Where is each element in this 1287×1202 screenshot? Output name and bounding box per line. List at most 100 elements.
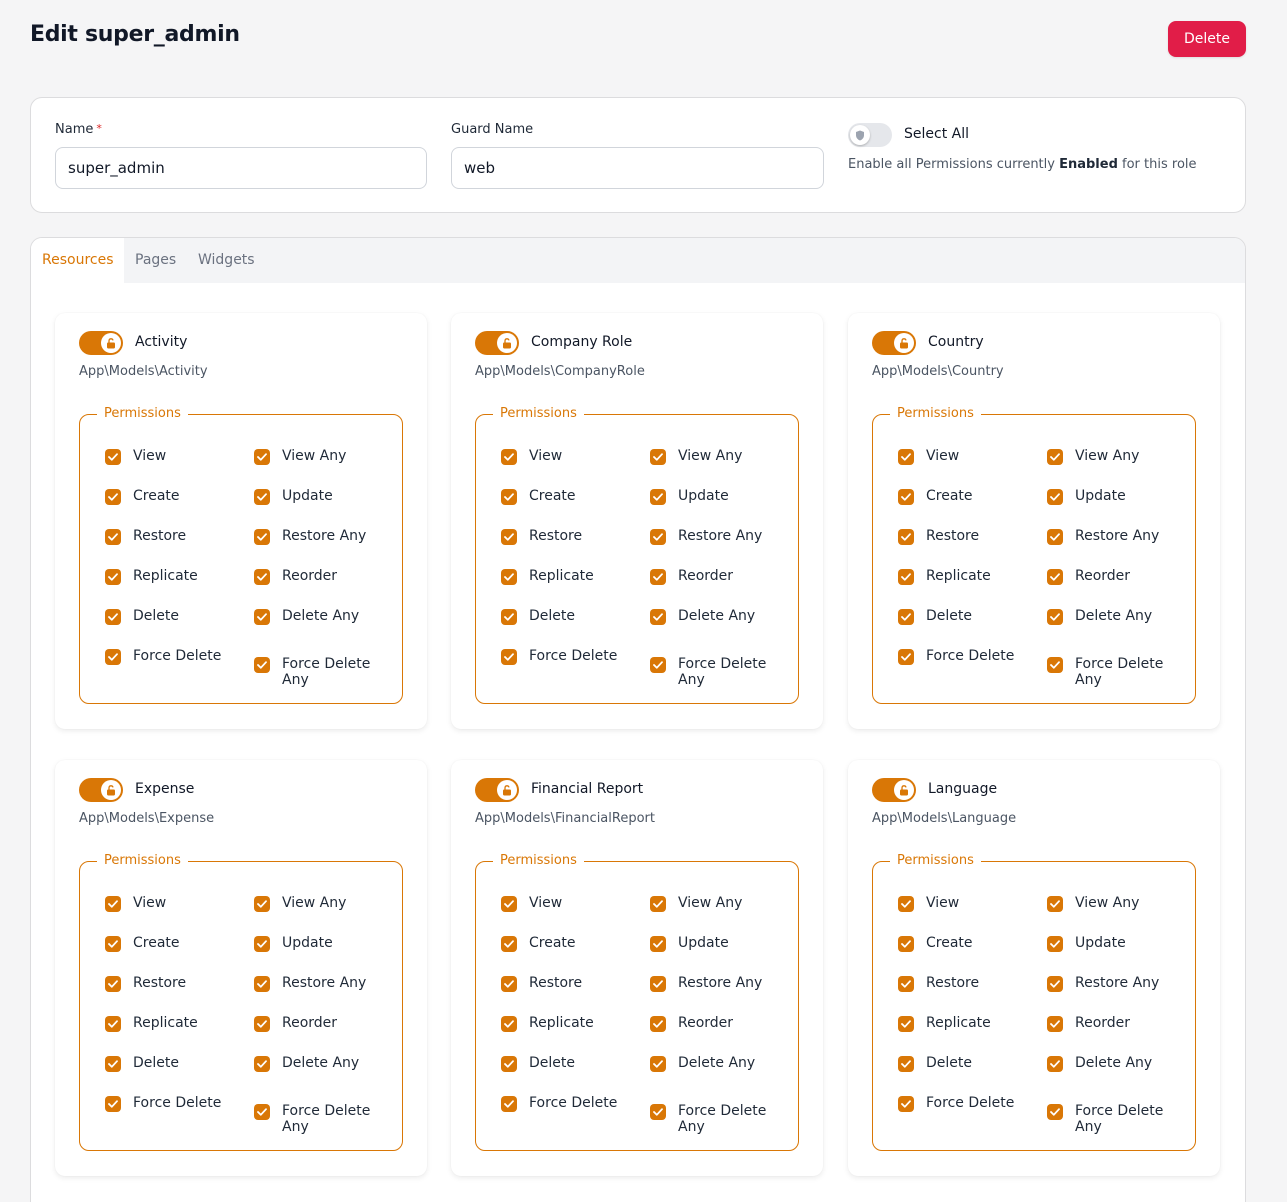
permission-checkbox[interactable]: Restore [501, 528, 639, 545]
permission-checkbox[interactable]: Create [898, 935, 1036, 952]
resource-toggle[interactable] [475, 331, 519, 355]
permission-checkbox[interactable]: Force Delete Any [254, 656, 392, 688]
permission-checkbox[interactable]: View Any [650, 448, 788, 465]
permission-checkbox[interactable]: Reorder [650, 1015, 788, 1032]
permission-checkbox[interactable]: Delete [105, 1055, 243, 1072]
permission-checkbox[interactable]: Delete [501, 608, 639, 625]
permission-checkbox[interactable]: Replicate [501, 568, 639, 585]
permission-checkbox[interactable]: Delete Any [1047, 1055, 1185, 1072]
permission-checkbox[interactable]: Restore Any [650, 528, 788, 545]
permission-label: Update [282, 488, 333, 504]
permission-checkbox[interactable]: Replicate [501, 1015, 639, 1032]
permission-checkbox[interactable]: Update [254, 935, 392, 952]
permission-checkbox[interactable]: Update [650, 488, 788, 505]
permission-checkbox[interactable]: View [898, 448, 1036, 465]
permission-checkbox[interactable]: View Any [254, 448, 392, 465]
permission-checkbox[interactable]: Restore [898, 975, 1036, 992]
permission-checkbox[interactable]: Reorder [1047, 568, 1185, 585]
permission-label: Delete [529, 1055, 575, 1071]
permission-checkbox[interactable]: Replicate [105, 568, 243, 585]
permission-checkbox[interactable]: Force Delete [105, 648, 243, 665]
permission-checkbox[interactable]: Force Delete [898, 1095, 1036, 1112]
permission-checkbox[interactable]: Create [105, 488, 243, 505]
permission-checkbox[interactable]: Restore [501, 975, 639, 992]
permission-checkbox[interactable]: Reorder [1047, 1015, 1185, 1032]
permission-checkbox[interactable]: View [501, 448, 639, 465]
resource-toggle[interactable] [79, 778, 123, 802]
permission-checkbox[interactable]: Replicate [898, 568, 1036, 585]
permissions-legend: Permissions [890, 853, 981, 868]
permission-checkbox[interactable]: View [105, 895, 243, 912]
permission-checkbox[interactable]: Create [898, 488, 1036, 505]
permission-checkbox[interactable]: Update [650, 935, 788, 952]
resource-toggle[interactable] [79, 331, 123, 355]
permission-checkbox[interactable]: Delete Any [650, 608, 788, 625]
permission-checkbox[interactable]: Restore Any [254, 528, 392, 545]
permission-checkbox[interactable]: Reorder [254, 1015, 392, 1032]
permission-checkbox[interactable]: Restore Any [1047, 528, 1185, 545]
permission-checkbox[interactable]: Force Delete [898, 648, 1036, 665]
permission-checkbox[interactable]: Delete [898, 608, 1036, 625]
permission-checkbox[interactable]: Delete Any [254, 608, 392, 625]
permission-checkbox[interactable]: Force Delete Any [650, 656, 788, 688]
permission-checkbox[interactable]: Delete [105, 608, 243, 625]
select-all-knob [850, 125, 870, 145]
resource-toggle[interactable] [475, 778, 519, 802]
resource-name: Financial Report [531, 781, 644, 797]
permission-checkbox[interactable]: Delete [898, 1055, 1036, 1072]
permission-checkbox[interactable]: View Any [254, 895, 392, 912]
permission-checkbox[interactable]: Restore [105, 528, 243, 545]
permissions-tabs: Resources Pages Widgets Activity App\Mode… [30, 237, 1246, 1202]
permission-checkbox[interactable]: Delete Any [1047, 608, 1185, 625]
permission-checkbox[interactable]: Create [501, 935, 639, 952]
permission-checkbox[interactable]: Delete [501, 1055, 639, 1072]
permission-checkbox[interactable]: Force Delete Any [254, 1103, 392, 1135]
permission-label: Force Delete [133, 648, 222, 664]
permission-checkbox[interactable]: View [898, 895, 1036, 912]
resource-model-path: App\Models\CompanyRole [475, 364, 645, 379]
permission-checkbox[interactable]: View Any [1047, 448, 1185, 465]
permission-checkbox[interactable]: Update [1047, 488, 1185, 505]
permission-checkbox[interactable]: Restore Any [650, 975, 788, 992]
permission-checkbox[interactable]: Force Delete Any [1047, 656, 1185, 688]
permission-checkbox[interactable]: Restore Any [254, 975, 392, 992]
permission-checkbox[interactable]: Force Delete [105, 1095, 243, 1112]
checkbox-checked-icon [105, 1056, 121, 1072]
tab-resources[interactable]: Resources [31, 238, 124, 283]
permission-checkbox[interactable]: Force Delete Any [1047, 1103, 1185, 1135]
permission-label: Restore Any [1075, 528, 1160, 544]
checkbox-checked-icon [105, 896, 121, 912]
permission-checkbox[interactable]: Delete Any [254, 1055, 392, 1072]
guard-name-input[interactable] [451, 147, 824, 189]
permission-checkbox[interactable]: Restore [898, 528, 1036, 545]
permission-checkbox[interactable]: Restore Any [1047, 975, 1185, 992]
permission-checkbox[interactable]: Reorder [650, 568, 788, 585]
tab-widgets[interactable]: Widgets [198, 252, 255, 268]
delete-button[interactable]: Delete [1168, 21, 1246, 57]
permission-checkbox[interactable]: View [105, 448, 243, 465]
permission-checkbox[interactable]: Reorder [254, 568, 392, 585]
tab-pages[interactable]: Pages [135, 252, 177, 268]
name-input[interactable] [55, 147, 427, 189]
permission-checkbox[interactable]: View [501, 895, 639, 912]
permission-checkbox[interactable]: Create [501, 488, 639, 505]
permission-checkbox[interactable]: Force Delete Any [650, 1103, 788, 1135]
permission-checkbox[interactable]: Update [254, 488, 392, 505]
permission-checkbox[interactable]: Restore [105, 975, 243, 992]
resource-toggle[interactable] [872, 778, 916, 802]
permission-checkbox[interactable]: Replicate [898, 1015, 1036, 1032]
select-all-hint-after: for this role [1117, 157, 1197, 172]
resource-toggle[interactable] [872, 331, 916, 355]
select-all-toggle[interactable] [848, 123, 892, 147]
permission-checkbox[interactable]: View Any [650, 895, 788, 912]
checkbox-checked-icon [898, 896, 914, 912]
permission-checkbox[interactable]: Create [105, 935, 243, 952]
permission-checkbox[interactable]: Force Delete [501, 1095, 639, 1112]
permission-label: Replicate [529, 568, 594, 584]
permission-checkbox[interactable]: Replicate [105, 1015, 243, 1032]
permission-checkbox[interactable]: Update [1047, 935, 1185, 952]
permission-checkbox[interactable]: Force Delete [501, 648, 639, 665]
permission-checkbox[interactable]: View Any [1047, 895, 1185, 912]
permission-checkbox[interactable]: Delete Any [650, 1055, 788, 1072]
checkbox-checked-icon [501, 1096, 517, 1112]
